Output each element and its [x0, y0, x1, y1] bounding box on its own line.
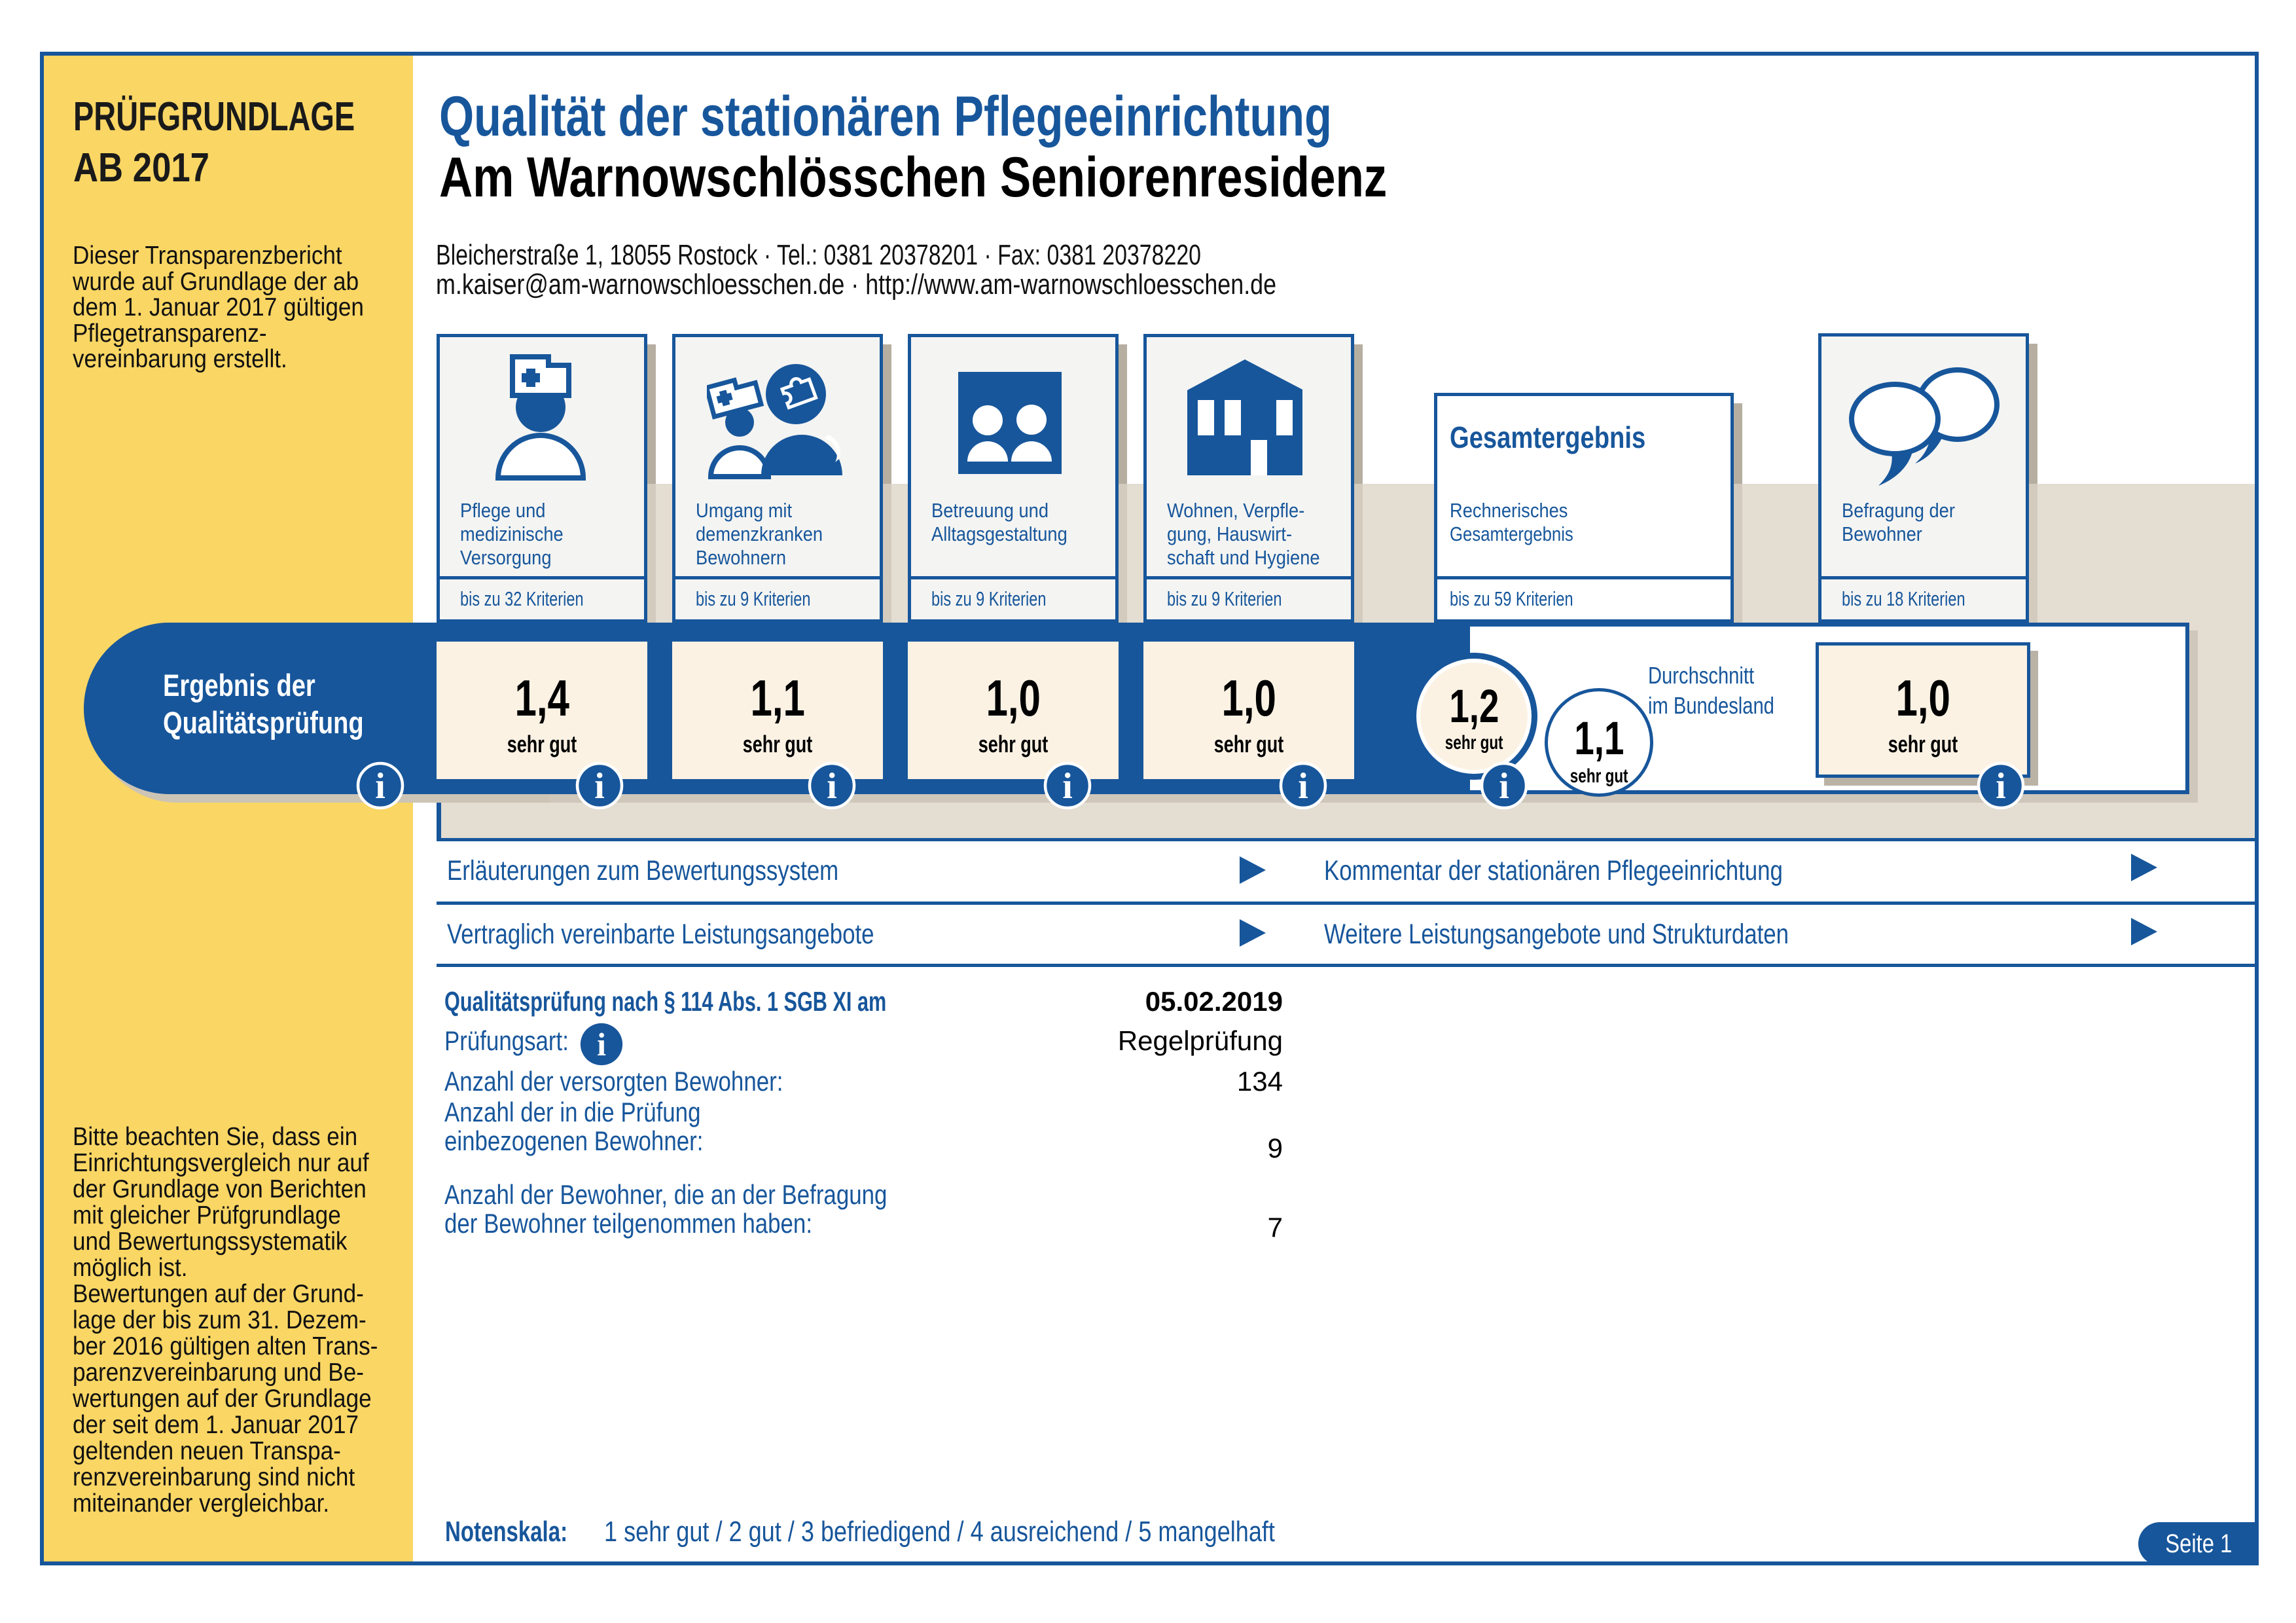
svg-text:i: i — [594, 766, 605, 807]
svg-text:i: i — [1499, 766, 1509, 807]
svg-text:i: i — [375, 766, 386, 807]
svg-text:i: i — [1062, 766, 1073, 807]
svg-text:i: i — [597, 1026, 606, 1063]
svg-text:i: i — [827, 766, 837, 807]
svg-text:i: i — [1298, 766, 1308, 807]
svg-text:i: i — [1996, 766, 2006, 807]
